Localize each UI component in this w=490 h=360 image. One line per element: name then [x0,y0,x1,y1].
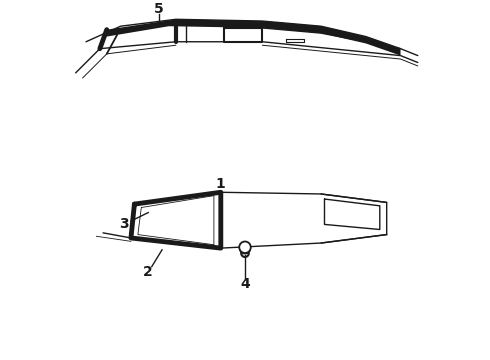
Text: 5: 5 [154,2,164,16]
Circle shape [239,242,251,253]
Ellipse shape [241,247,249,253]
Text: 2: 2 [144,265,153,279]
Text: 3: 3 [119,217,129,231]
Text: 4: 4 [240,276,250,291]
Text: 1: 1 [216,177,226,191]
Polygon shape [107,19,400,55]
